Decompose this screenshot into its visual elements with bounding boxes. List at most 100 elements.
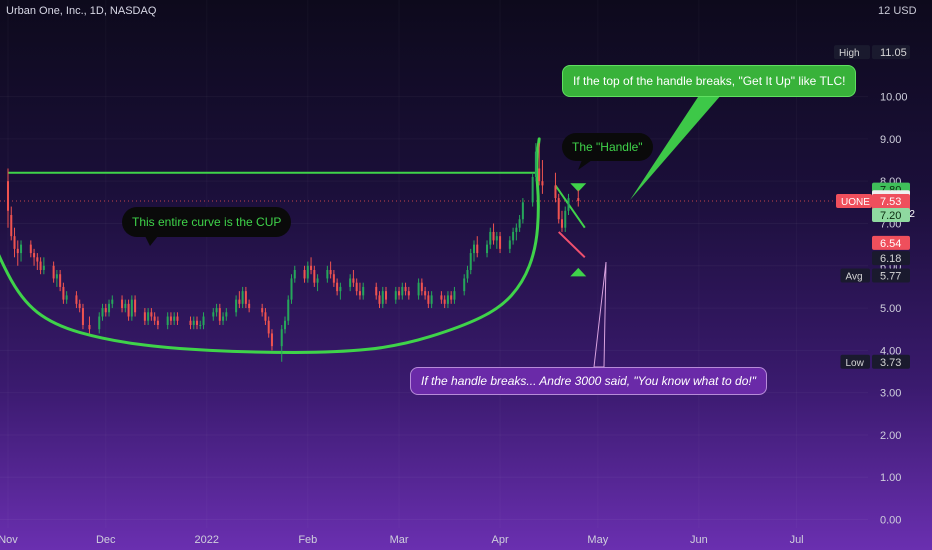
candle-body [463, 278, 466, 292]
candle-body [401, 286, 404, 296]
candle-body [313, 270, 316, 283]
candle-body [512, 231, 515, 241]
candle-body [150, 312, 153, 317]
candle-body [78, 303, 81, 309]
x-tick-label: Mar [390, 534, 409, 546]
tlc-annotation[interactable]: If the top of the handle breaks, "Get It… [562, 65, 857, 97]
x-tick-label: Apr [491, 534, 508, 546]
candle-body [303, 270, 306, 279]
candle-body [111, 299, 114, 304]
candles [6, 143, 580, 362]
candle-body [6, 181, 10, 211]
x-tick-label: 2022 [195, 534, 219, 546]
candle-body [560, 219, 563, 228]
candle-body [541, 181, 544, 186]
candle-body [10, 215, 13, 237]
candle-body [424, 291, 427, 296]
candle-body [75, 295, 78, 304]
candle-body [241, 291, 244, 304]
candle-body [81, 308, 84, 325]
candle-body [195, 320, 199, 325]
candle-body [384, 291, 388, 300]
candle-body [130, 299, 133, 317]
handle_bottom-line [558, 231, 586, 259]
price-tag-bg [872, 354, 910, 369]
candle-body [417, 282, 420, 296]
price-tag-value: 7.20 [880, 210, 901, 222]
candle-body [235, 299, 238, 313]
andre-annotation[interactable]: If the handle breaks... Andre 3000 said,… [410, 367, 767, 395]
andre-callout-pointer [593, 261, 607, 368]
y-tick-label: 4.00 [880, 345, 901, 357]
candle-body [336, 282, 339, 292]
candle-body [192, 320, 195, 325]
candle-body [16, 248, 19, 254]
candle-body [244, 291, 247, 304]
candle-body [173, 316, 176, 321]
handle-annotation[interactable]: The "Handle" [562, 133, 653, 161]
candle-body [557, 198, 560, 220]
candle-body [534, 151, 537, 177]
price-tag: 6.18 [872, 251, 910, 266]
candle-body [55, 274, 58, 279]
candle-body [538, 168, 541, 182]
symbol-tag-bg [836, 194, 872, 209]
candle-body [329, 270, 332, 275]
price-tag-label-bg [840, 354, 870, 369]
price-tag-value: 7.53 [880, 196, 901, 208]
candle-body [189, 320, 192, 325]
cup-annotation[interactable]: This entire curve is the CUP [122, 207, 292, 237]
candle-body [453, 291, 456, 300]
candle-body [42, 265, 45, 270]
candle-body [293, 270, 296, 279]
tlc-callout-pointer [630, 94, 722, 200]
candle-body [29, 244, 32, 254]
candle-body [108, 303, 111, 313]
candle-body [521, 202, 524, 220]
price-tag-label: Low [846, 358, 865, 369]
price-tag-label-bg [834, 45, 870, 60]
candle-body [59, 274, 62, 287]
candle-body [143, 312, 146, 321]
price-tag-label-bg [840, 268, 870, 283]
candle-body [222, 316, 225, 321]
candle-body [352, 278, 355, 283]
handle_top-line [554, 184, 586, 229]
y-tick-label: 5.00 [880, 303, 901, 315]
candle-body [508, 240, 511, 249]
price-tag-value: 3.73 [880, 357, 901, 369]
down-arrow-icon [570, 183, 587, 192]
price-tag: 7.20 [872, 208, 910, 223]
currency-prefix: 12 [878, 5, 891, 17]
candle-body [564, 210, 567, 228]
price-tag-value: 6.18 [880, 253, 901, 265]
candle-body [124, 303, 127, 309]
candle-body [332, 274, 335, 283]
candle-body [98, 316, 101, 330]
candle-body [518, 219, 521, 228]
candle-body [531, 176, 534, 203]
price-tag-label: UONE [841, 197, 870, 208]
candle-body [404, 286, 407, 292]
cup-callout-pointer [145, 236, 158, 246]
candle-body [287, 299, 290, 321]
candle-body [166, 316, 169, 325]
candle-body [430, 295, 433, 304]
candle-body [469, 253, 472, 270]
candle-body [407, 291, 410, 296]
price-tag-value: 5.77 [880, 270, 901, 282]
candle-body [225, 312, 228, 317]
candle-body [577, 198, 580, 202]
candle-body [420, 282, 423, 292]
candle-body [554, 185, 557, 199]
price-tag: 3.73 Low [840, 354, 910, 369]
candle-body [450, 295, 453, 300]
handle-callout-pointer [578, 160, 592, 170]
candle-body [427, 295, 430, 304]
currency-label: 12 USD [878, 5, 917, 17]
candle-body [440, 295, 443, 300]
x-tick-label: Nov [0, 534, 18, 546]
candle-body [176, 316, 179, 321]
candle-body [248, 303, 251, 309]
